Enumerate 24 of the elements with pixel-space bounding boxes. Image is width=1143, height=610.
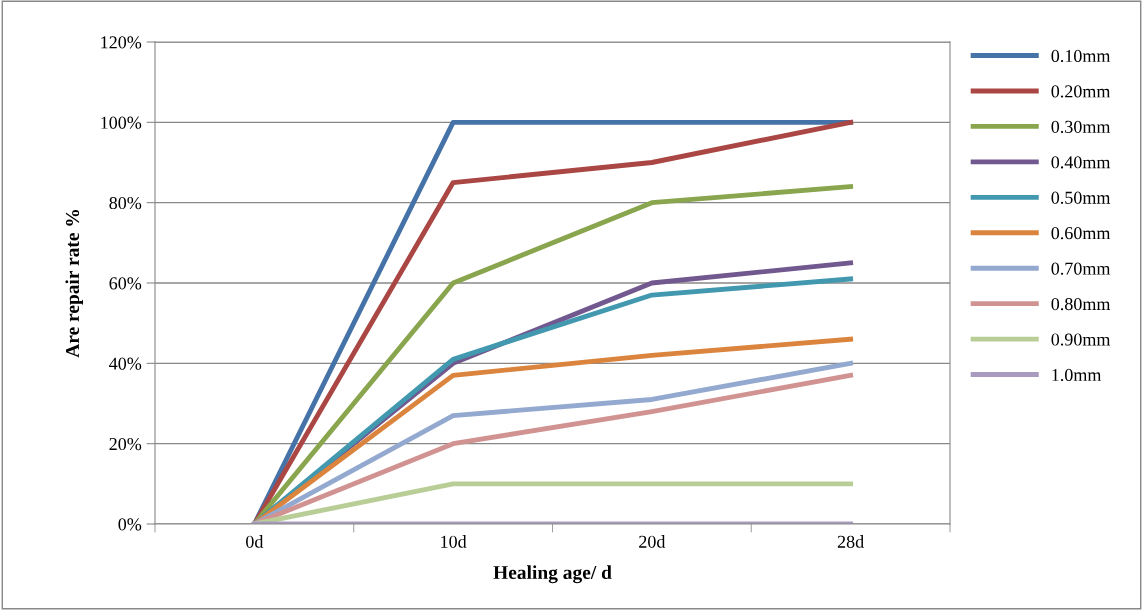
legend-label: 0.20mm [1051,85,1111,98]
y-axis-title: Are repair rate % [65,210,84,358]
legend-label: 0.50mm [1051,191,1111,204]
x-tick-label: 0d [246,535,264,548]
x-axis-title: Healing age/ d [493,565,612,584]
legend-label: 0.70mm [1051,262,1111,275]
legend-label: 0.60mm [1051,227,1111,240]
x-tick-label: 20d [639,535,666,548]
legend-label: 0.90mm [1051,333,1111,346]
legend-label: 0.40mm [1051,156,1111,169]
legend-label: 0.30mm [1051,120,1111,133]
y-tick-label: 100% [101,116,142,129]
y-tick-label: 80% [109,196,142,210]
y-tick-label: 40% [109,357,142,370]
y-tick-label: 20% [109,437,142,451]
y-tick-label: 0% [118,518,142,531]
x-tick-label: 28d [837,535,864,548]
legend-label: 0.80mm [1051,297,1111,311]
x-tick-label: 10d [441,535,467,548]
legend-label: 0.10mm [1051,49,1111,63]
y-tick-label: 60% [109,277,142,290]
legend-label: 1.0mm [1052,368,1102,382]
y-tick-label: 120% [101,36,142,49]
line-series [251,184,854,524]
